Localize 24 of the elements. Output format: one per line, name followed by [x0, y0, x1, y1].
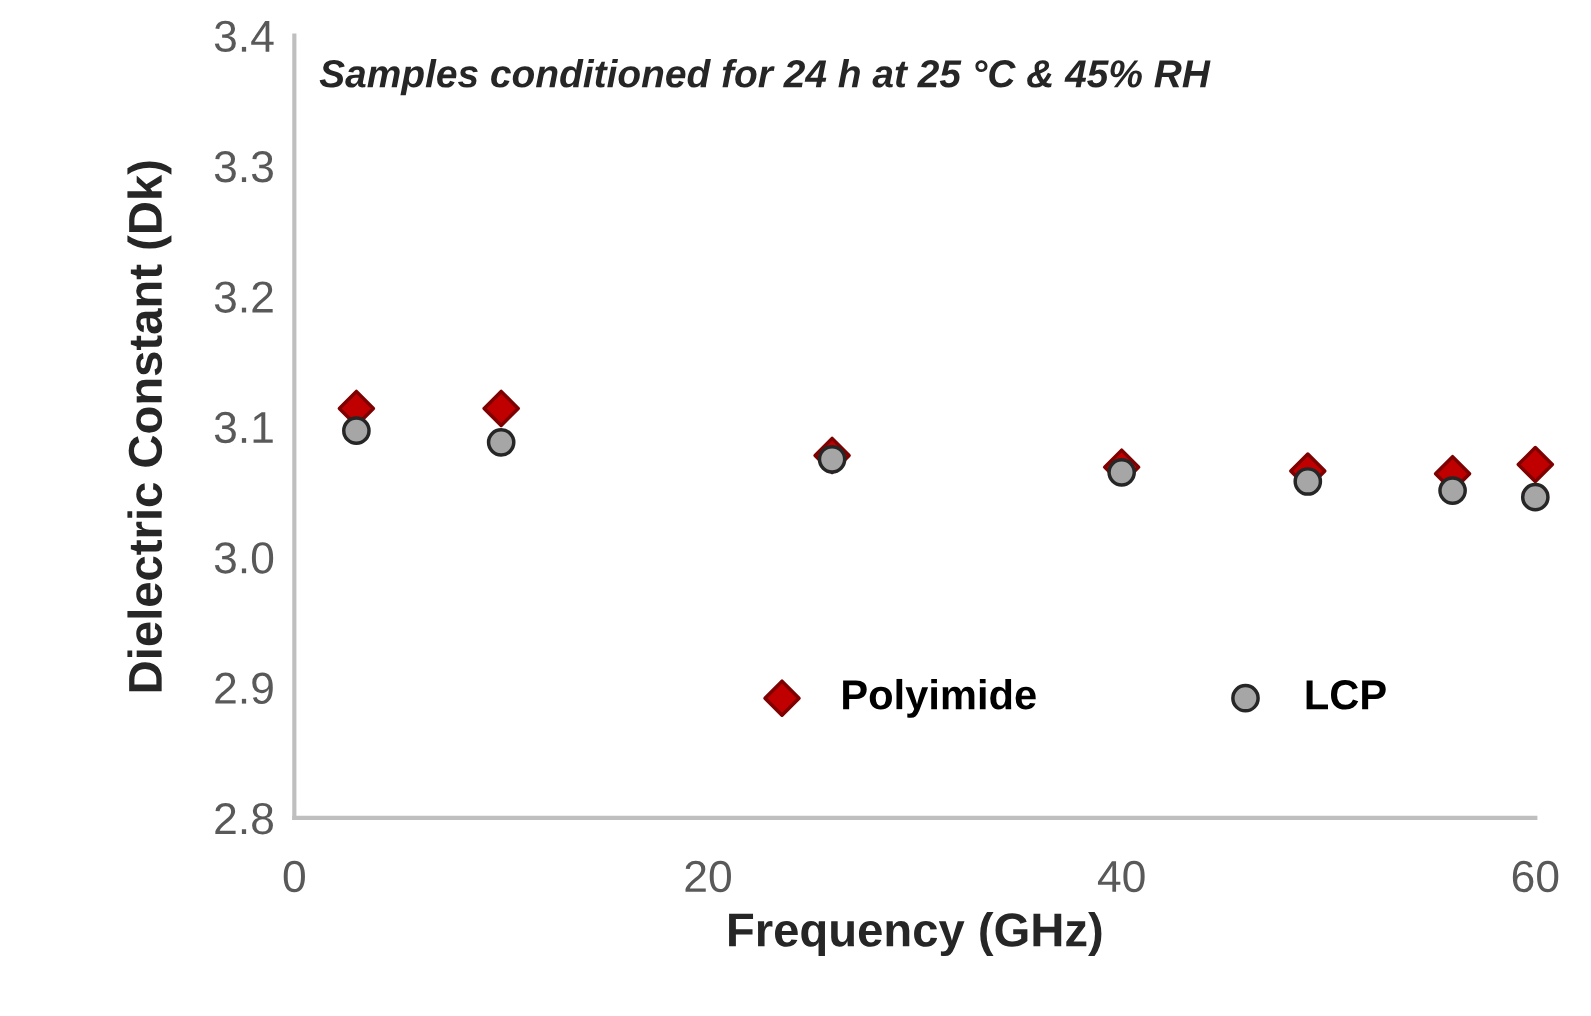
point: [1520, 482, 1550, 512]
x-tick-label: 20: [685, 860, 731, 893]
y-tick-label: 3.0: [214, 542, 274, 574]
y-axis-title: Dielectric Constant (Dk): [127, 161, 172, 692]
x-tick-label: 60: [1512, 860, 1559, 893]
y-tick-label: 2.9: [215, 672, 273, 705]
annotation: Samples conditioned for 24 h at 25 °C & 45% RH: [319, 59, 1211, 96]
legend-label: LCP: [1306, 680, 1386, 710]
legend-label: Polyimide: [843, 678, 1036, 718]
y-tick-label: 2.8: [215, 802, 273, 835]
point: [1438, 476, 1467, 505]
x-tick-label: 40: [1097, 860, 1145, 893]
y-tick-label: 3.1: [214, 411, 273, 444]
point: [1107, 458, 1137, 487]
point: [1293, 467, 1323, 496]
point: [486, 428, 516, 457]
y-tick-label: 3.2: [214, 281, 273, 313]
x-axis-title: Frequency (GHz): [729, 912, 1102, 957]
point: [342, 416, 371, 445]
y-tick-label: 3.4: [214, 20, 274, 53]
x-tick-label: 0: [283, 860, 305, 893]
y-tick-label: 3.3: [214, 151, 273, 183]
point: [1516, 445, 1555, 484]
point: [482, 389, 520, 428]
